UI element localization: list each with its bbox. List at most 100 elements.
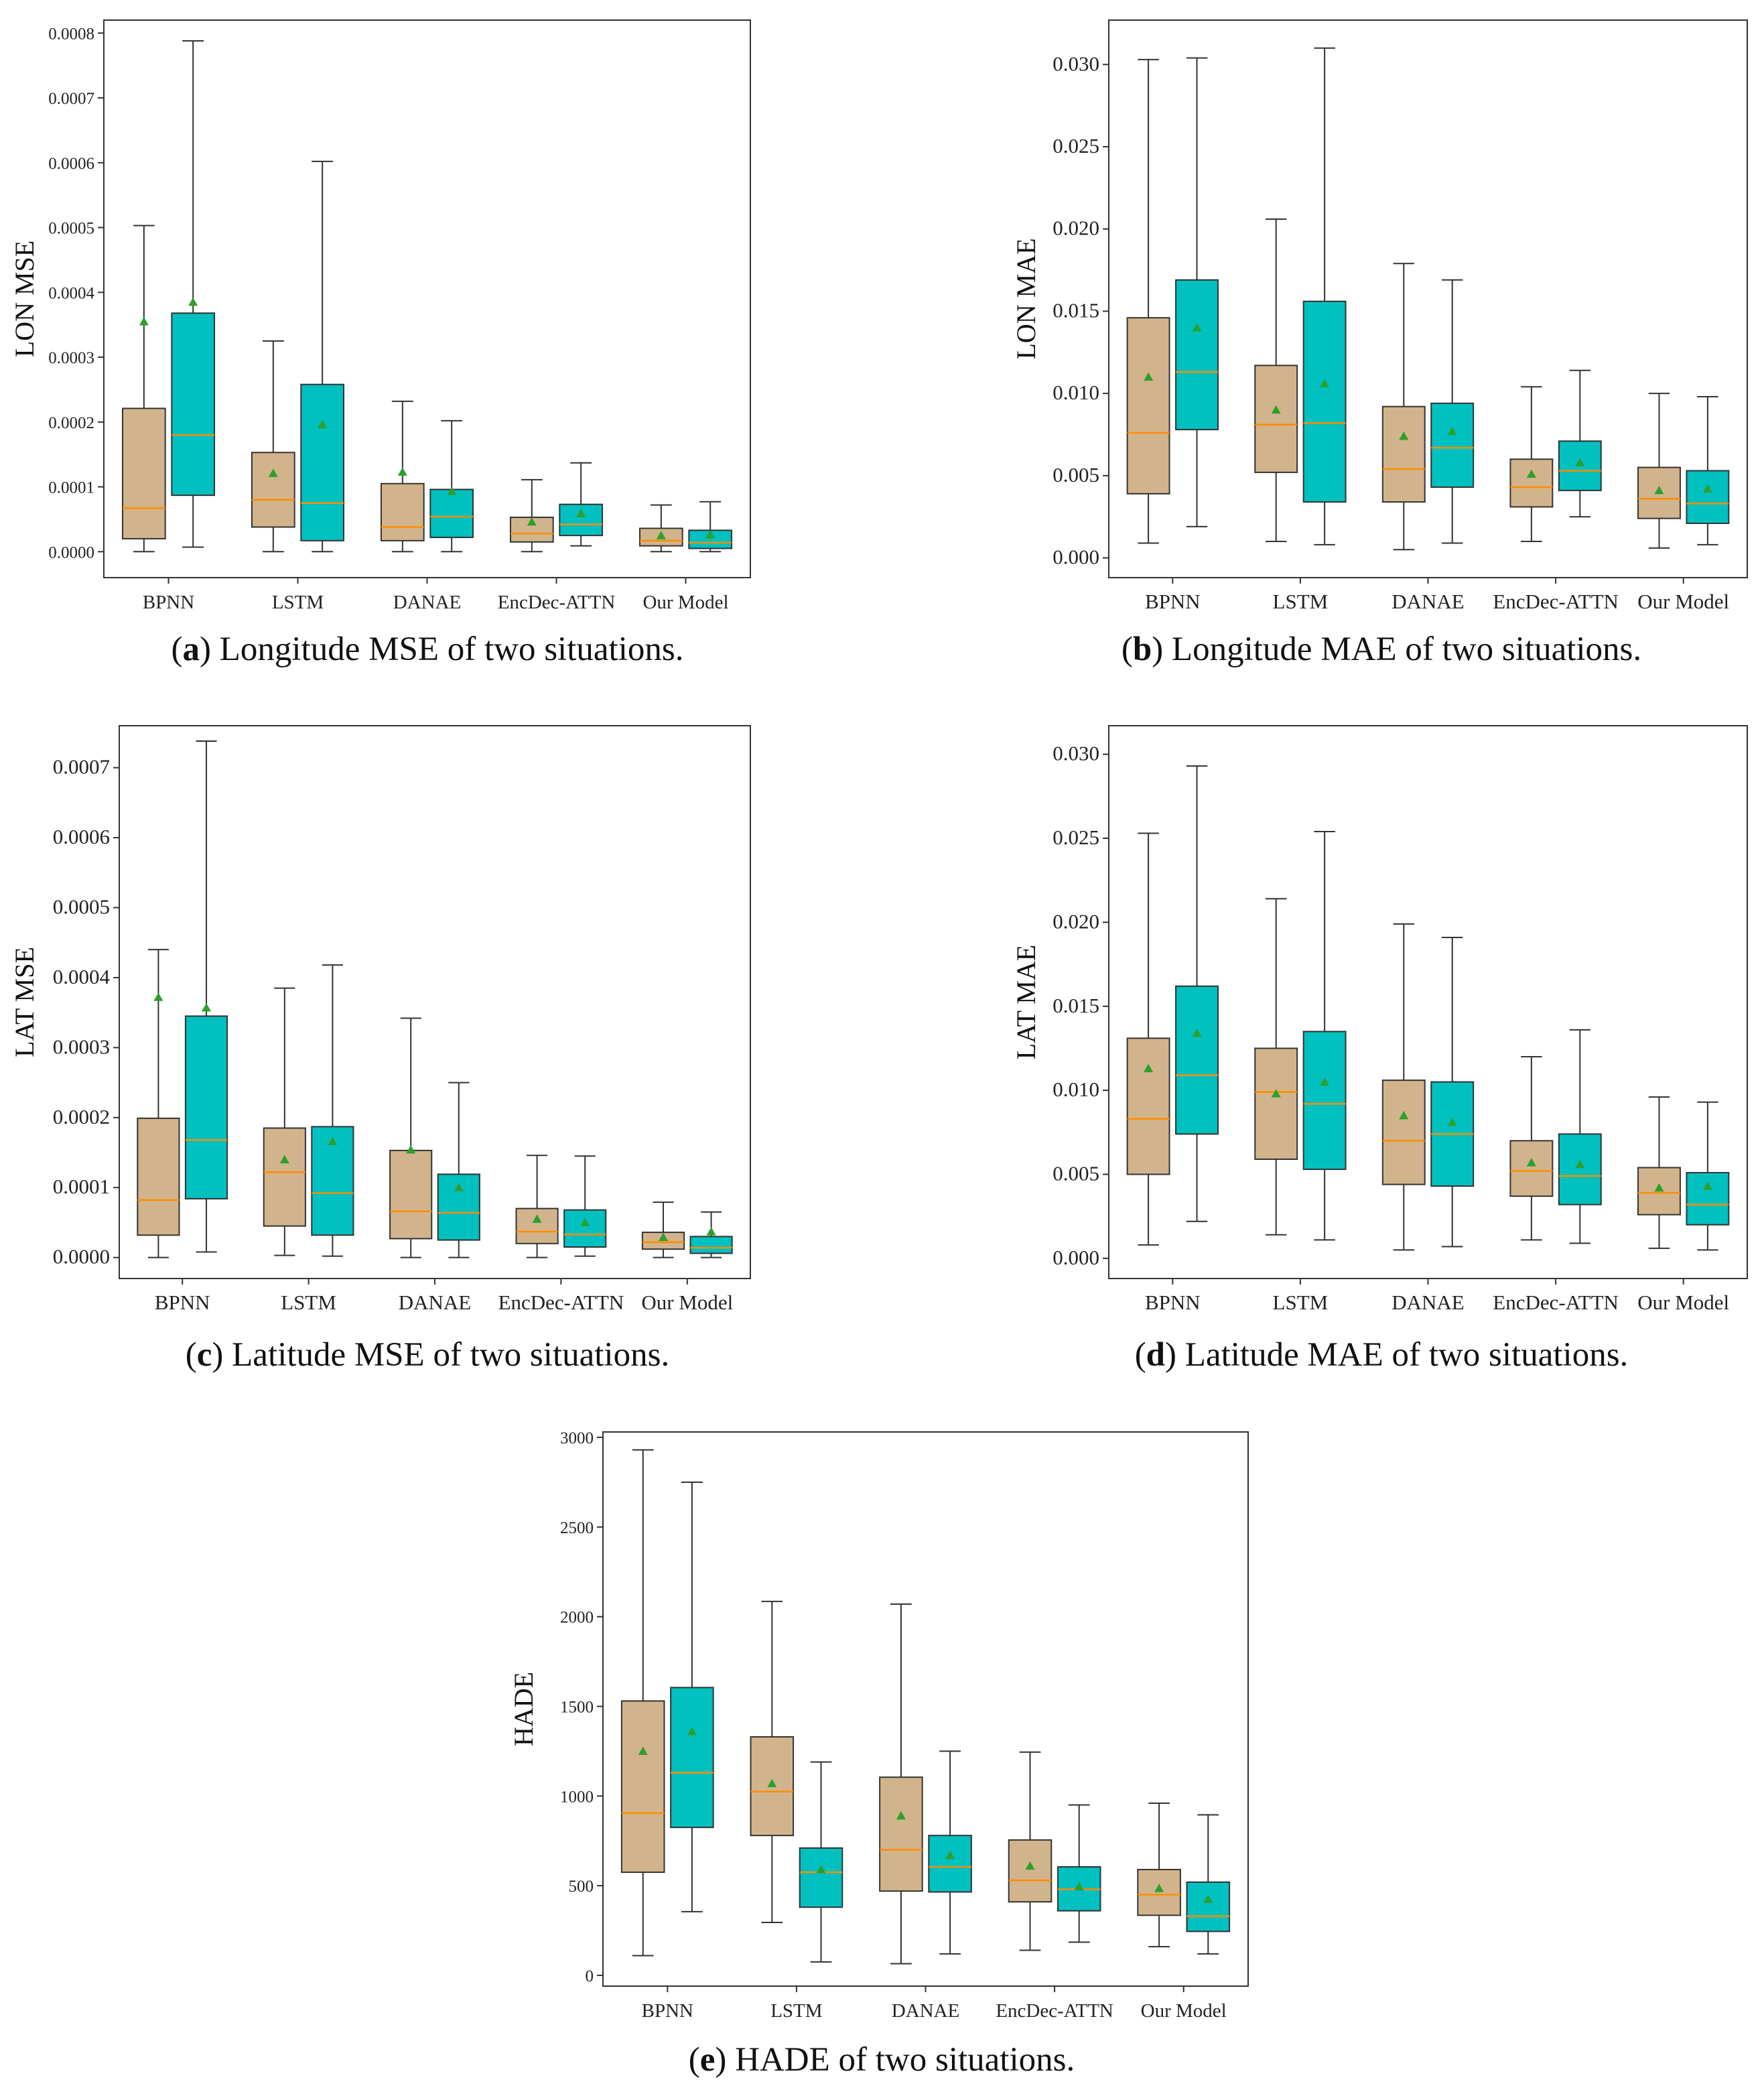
y-tick-label: 0.020 (1053, 909, 1099, 933)
iqr-box (1175, 985, 1219, 1135)
y-tick-label: 2000 (560, 1609, 594, 1627)
iqr-box (251, 452, 295, 528)
mean-marker (1154, 1884, 1164, 1892)
box-1-lstm (263, 987, 306, 1256)
box-1-lstm (1254, 218, 1298, 543)
box-2-encdec-attn (563, 1155, 607, 1257)
mean-marker (638, 1746, 648, 1755)
y-axis-label: LON MAE (1011, 238, 1041, 359)
iqr-box (1686, 470, 1730, 525)
chart-panel-d: 0.000 0.005 0.010 0.015 0.020 0.025 0.030 LAT M… (1011, 725, 1748, 1374)
mean-marker (188, 297, 198, 306)
y-tick-label: 0.0004 (53, 965, 111, 988)
caption: (a) Longitude MSE of two situations. (172, 631, 684, 668)
caption-open-paren: ( (1135, 1336, 1146, 1374)
iqr-box (300, 383, 345, 541)
caption-letter: d (1146, 1336, 1165, 1374)
box-2-lstm (311, 964, 354, 1257)
mean-marker (1192, 1028, 1202, 1037)
mean-marker (706, 1227, 716, 1236)
box-2-danae (1430, 936, 1475, 1248)
y-tick-label: 0.0007 (48, 90, 94, 108)
y-tick-label: 0.0005 (48, 220, 94, 238)
y-tick-label: 0.0000 (48, 543, 94, 562)
chart-panel-b: 0.000 0.005 0.010 0.015 0.020 0.025 0.030 LON M… (1011, 19, 1748, 668)
y-tick-label: 0.000 (1053, 1246, 1099, 1269)
box-1-danae (1381, 923, 1426, 1251)
mean-marker (1575, 458, 1585, 466)
caption-letter: e (700, 2041, 716, 2079)
iqr-box (1008, 1839, 1053, 1903)
box-1-bpnn (620, 1449, 665, 1957)
caption-letter: a (183, 631, 200, 668)
y-tick-label: 0.005 (1053, 1162, 1099, 1185)
y-tick-label: 0.020 (1053, 216, 1099, 240)
caption-letter: c (197, 1336, 212, 1374)
box-1-encdec-attn (1509, 1055, 1554, 1241)
caption: (d) Latitude MAE of two situations. (1135, 1336, 1629, 1374)
mean-marker (1144, 1063, 1154, 1073)
box-2-encdec-attn (1558, 1029, 1602, 1244)
caption-open-paren: ( (172, 631, 183, 668)
x-tick-label: LSTM (1273, 1291, 1329, 1314)
iqr-box (1254, 365, 1298, 473)
iqr-box (389, 1149, 433, 1240)
mean-marker (328, 1136, 338, 1145)
iqr-box (620, 1700, 665, 1874)
iqr-box (515, 1207, 559, 1244)
iqr-box (1686, 1172, 1730, 1226)
mean-marker (1074, 1882, 1084, 1891)
iqr-box (1430, 402, 1475, 488)
box-2-danae (429, 419, 474, 553)
x-tick-label: DANAE (892, 2000, 960, 2022)
caption-open-paren: ( (186, 1336, 197, 1374)
iqr-box (799, 1847, 843, 1908)
box-2-lstm (300, 160, 345, 553)
caption: (b) Longitude MAE of two situations. (1122, 631, 1641, 668)
iqr-box (1558, 1133, 1602, 1205)
y-tick-label: 500 (569, 1878, 594, 1896)
x-tick-label: Our Model (1141, 2000, 1227, 2022)
mean-marker (1654, 485, 1664, 495)
mean-marker (532, 1214, 542, 1223)
box-2-bpnn (1175, 57, 1219, 527)
x-tick-label: DANAE (1392, 590, 1465, 613)
iqr-box (563, 1209, 607, 1248)
x-tick-label: LSTM (272, 592, 324, 613)
mean-marker (1320, 379, 1330, 387)
mean-marker (687, 1726, 697, 1736)
mean-marker (1526, 469, 1536, 478)
box-1-our-model (1637, 1096, 1681, 1249)
y-tick-label: 0.0004 (48, 284, 94, 302)
box-1-lstm (750, 1600, 795, 1923)
iqr-box (1381, 405, 1426, 503)
iqr-box (879, 1776, 923, 1892)
box-1-our-model (1637, 393, 1681, 549)
mean-marker (659, 1232, 669, 1241)
mean-marker (1203, 1894, 1213, 1903)
mean-marker (1399, 1110, 1409, 1120)
box-1-encdec-attn (509, 478, 554, 553)
x-tick-label: Our Model (1637, 1291, 1729, 1314)
caption-text: ) Latitude MSE of two situations. (212, 1336, 669, 1374)
iqr-box (1381, 1080, 1426, 1185)
x-tick-label: BPNN (1145, 1291, 1201, 1314)
mean-marker (705, 530, 716, 539)
mean-marker (201, 1002, 211, 1012)
mean-marker (318, 419, 328, 429)
iqr-box (1254, 1047, 1298, 1160)
y-tick-label: 0.0006 (53, 825, 110, 848)
iqr-box (670, 1687, 714, 1829)
box-2-danae (437, 1082, 480, 1258)
mean-marker (767, 1778, 777, 1788)
iqr-box (1137, 1869, 1181, 1916)
y-tick-label: 0.025 (1053, 826, 1099, 849)
y-tick-label: 0.0002 (53, 1105, 110, 1128)
mean-marker (1575, 1159, 1585, 1169)
caption-text: ) Longitude MSE of two situations. (200, 631, 683, 668)
mean-marker (1702, 484, 1712, 493)
y-axis-label: LAT MSE (9, 947, 40, 1057)
box-2-bpnn (184, 740, 228, 1253)
x-tick-label: LSTM (281, 1291, 336, 1314)
caption-open-paren: ( (689, 2041, 700, 2079)
